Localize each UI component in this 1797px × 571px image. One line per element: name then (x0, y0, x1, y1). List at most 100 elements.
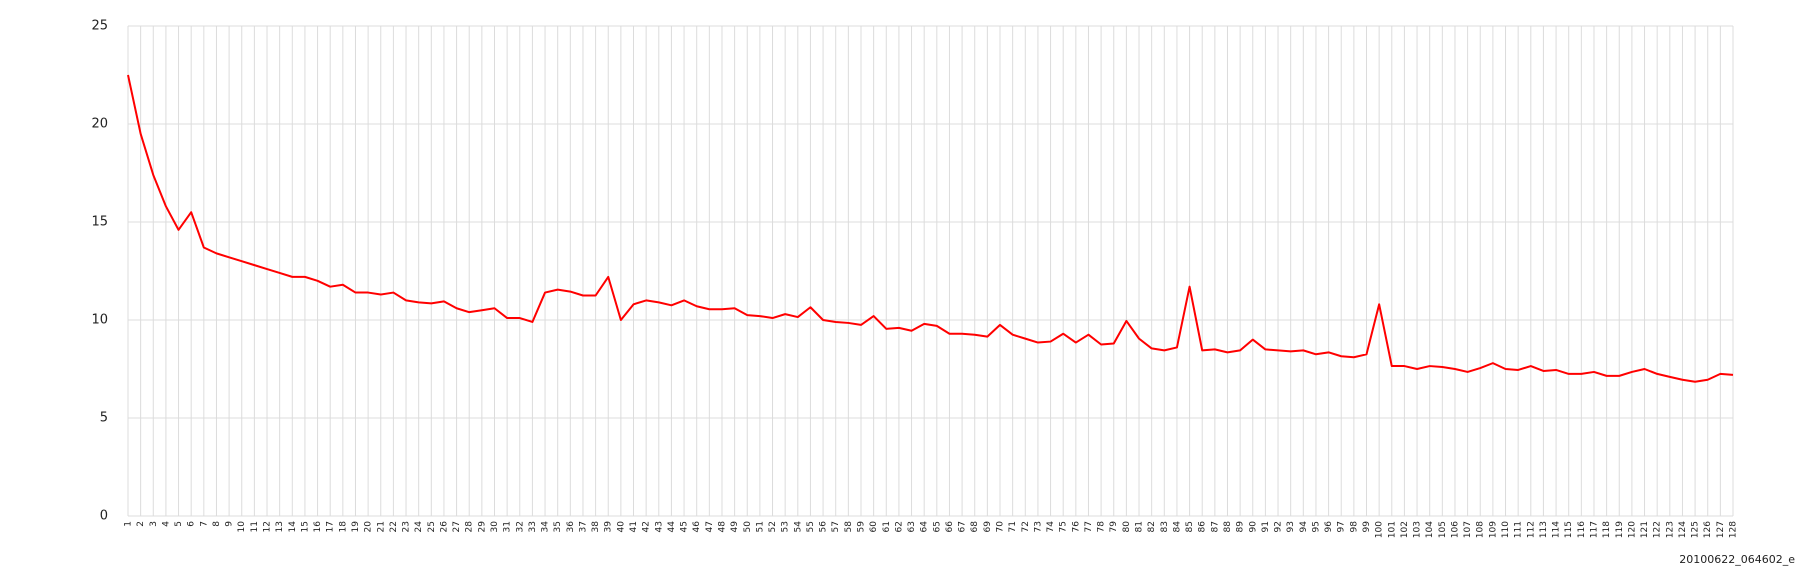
x-tick-label: 53 (781, 521, 791, 532)
x-tick-label: 44 (667, 521, 677, 533)
x-tick-label: 46 (692, 521, 702, 533)
x-tick-label: 49 (730, 521, 740, 533)
x-tick-label: 12 (263, 521, 273, 532)
x-tick-label: 103 (1413, 521, 1423, 538)
y-tick-label: 15 (91, 215, 108, 230)
x-tick-label: 121 (1640, 521, 1650, 538)
x-tick-label: 62 (894, 521, 904, 532)
x-tick-label: 28 (465, 521, 475, 533)
x-tick-label: 7 (199, 521, 209, 527)
x-tick-label: 114 (1552, 521, 1562, 538)
x-tick-label: 98 (1349, 521, 1359, 533)
x-tick-label: 104 (1425, 521, 1435, 538)
x-tick-label: 108 (1476, 521, 1486, 538)
x-tick-label: 9 (225, 521, 235, 527)
x-tick-label: 81 (1135, 521, 1145, 532)
x-tick-label: 59 (856, 521, 866, 533)
x-tick-label: 26 (439, 521, 449, 533)
x-tick-label: 16 (313, 521, 323, 533)
x-tick-label: 30 (490, 521, 500, 533)
x-tick-label: 96 (1324, 521, 1334, 533)
x-tick-label: 3 (149, 521, 159, 527)
x-tick-label: 87 (1210, 521, 1220, 532)
x-tick-label: 24 (414, 521, 424, 533)
x-tick-label: 111 (1514, 521, 1524, 538)
x-tick-label: 5 (174, 521, 184, 527)
x-tick-label: 70 (996, 521, 1006, 533)
y-tick-label: 25 (91, 19, 108, 34)
x-tick-label: 22 (389, 521, 399, 532)
x-tick-label: 57 (831, 521, 841, 532)
x-tick-label: 20 (364, 521, 374, 533)
x-tick-label: 50 (743, 521, 753, 533)
x-tick-label: 37 (578, 521, 588, 532)
x-tick-label: 39 (604, 521, 614, 533)
x-tick-label: 122 (1653, 521, 1663, 538)
x-tick-label: 124 (1678, 521, 1688, 538)
data-line (127, 74, 1734, 383)
x-tick-label: 35 (553, 521, 563, 532)
x-tick-label: 71 (1008, 521, 1018, 532)
x-tick-label: 125 (1691, 521, 1701, 538)
x-tick-label: 75 (1059, 521, 1069, 532)
x-tick-label: 116 (1577, 521, 1587, 538)
x-tick-label: 42 (642, 521, 652, 532)
x-tick-label: 94 (1299, 521, 1309, 533)
x-tick-label: 126 (1703, 521, 1713, 538)
x-tick-label: 58 (844, 521, 854, 533)
x-tick-label: 92 (1274, 521, 1284, 532)
x-tick-label: 55 (806, 521, 816, 532)
x-tick-label: 33 (528, 521, 538, 532)
x-tick-label: 52 (768, 521, 778, 532)
x-tick-label: 120 (1627, 521, 1637, 538)
x-tick-label: 32 (515, 521, 525, 532)
x-tick-label: 85 (1185, 521, 1195, 532)
x-tick-label: 113 (1539, 521, 1549, 538)
x-tick-label: 106 (1450, 521, 1460, 538)
x-tick-label: 23 (402, 521, 412, 532)
y-tick-label: 0 (100, 509, 108, 524)
x-tick-label: 84 (1172, 521, 1182, 533)
y-tick-label: 5 (100, 411, 108, 426)
x-tick-label: 102 (1400, 521, 1410, 538)
x-tick-label: 97 (1337, 521, 1347, 532)
x-tick-label: 54 (793, 521, 803, 533)
x-tick-label: 64 (920, 521, 930, 533)
y-tick-label: 20 (91, 117, 108, 132)
x-tick-label: 63 (907, 521, 917, 532)
x-tick-label: 11 (250, 521, 260, 532)
x-tick-label: 82 (1147, 521, 1157, 532)
x-tick-label: 89 (1236, 521, 1246, 533)
x-tick-label: 21 (376, 521, 386, 532)
x-tick-label: 101 (1387, 521, 1397, 538)
x-tick-label: 6 (187, 521, 197, 527)
x-tick-label: 127 (1716, 521, 1726, 538)
x-tick-label: 40 (616, 521, 626, 533)
x-tick-label: 76 (1071, 521, 1081, 533)
x-tick-label: 43 (654, 521, 664, 532)
x-tick-label: 31 (503, 521, 513, 532)
x-tick-label: 79 (1109, 521, 1119, 533)
x-tick-label: 27 (452, 521, 462, 532)
x-tick-label: 47 (705, 521, 715, 532)
x-tick-label: 99 (1362, 521, 1372, 533)
x-tick-label: 8 (212, 521, 222, 527)
x-tick-label: 65 (932, 521, 942, 532)
x-tick-label: 90 (1248, 521, 1258, 533)
x-tick-label: 19 (351, 521, 361, 533)
x-tick-label: 119 (1615, 521, 1625, 538)
x-tick-label: 105 (1438, 521, 1448, 538)
x-tick-label: 93 (1286, 521, 1296, 532)
x-tick-label: 17 (326, 521, 336, 532)
x-tick-label: 29 (477, 521, 487, 533)
x-tick-label: 10 (237, 521, 247, 533)
x-tick-label: 78 (1097, 521, 1107, 533)
x-tick-label: 115 (1564, 521, 1574, 538)
x-tick-label: 60 (869, 521, 879, 533)
x-tick-label: 88 (1223, 521, 1233, 533)
x-tick-label: 2 (136, 521, 146, 527)
x-tick-label: 18 (338, 521, 348, 533)
x-tick-label: 80 (1122, 521, 1132, 533)
x-tick-label: 117 (1589, 521, 1599, 538)
x-tick-label: 95 (1311, 521, 1321, 532)
